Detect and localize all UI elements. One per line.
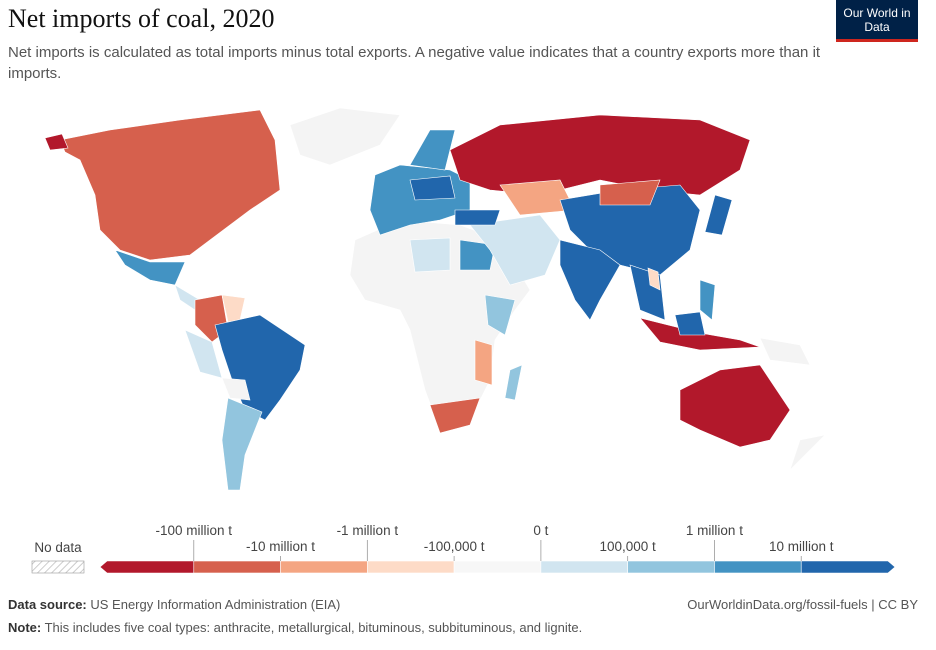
country [599, 179, 661, 206]
legend-swatch [540, 560, 628, 574]
logo[interactable]: Our World in Data [836, 0, 918, 42]
legend-swatch [627, 560, 715, 574]
country [459, 239, 496, 271]
country [44, 133, 69, 151]
country [469, 214, 561, 286]
country [409, 129, 456, 171]
country [504, 364, 523, 401]
note-text: This includes five coal types: anthracit… [44, 620, 583, 635]
url[interactable]: OurWorldinData.org/fossil-fuels | CC BY [687, 597, 918, 612]
source: Data source: US Energy Information Admin… [8, 597, 340, 612]
country [559, 239, 621, 321]
legend-tick-label: 100,000 t [600, 539, 657, 554]
countries [44, 107, 826, 491]
country [674, 311, 706, 336]
country [449, 114, 751, 196]
legend-swatch [800, 560, 896, 574]
source-text: US Energy Information Administration (EI… [90, 597, 341, 612]
legend-swatch [453, 560, 542, 574]
country [699, 279, 716, 321]
country [704, 194, 733, 236]
no-data-swatch [31, 560, 85, 574]
country [214, 314, 306, 421]
legend-swatch [367, 560, 455, 574]
legend-swatch [193, 560, 281, 574]
legend-tick-label: -10 million t [246, 539, 315, 554]
country [484, 294, 516, 336]
country [429, 397, 481, 434]
no-data-label: No data [34, 540, 82, 555]
note: Note: This includes five coal types: ant… [8, 620, 582, 635]
legend-tick-label: 0 t [533, 525, 548, 538]
country [679, 364, 791, 448]
legend-tick-label: -100 million t [156, 525, 233, 538]
country [474, 339, 493, 386]
legend-tick-label: 10 million t [769, 539, 834, 554]
note-label: Note: [8, 620, 42, 635]
country [289, 107, 401, 166]
legend-tick-label: -100,000 t [424, 539, 485, 554]
map [44, 107, 826, 491]
country [759, 337, 811, 366]
country [454, 209, 501, 226]
country [647, 267, 661, 291]
country [789, 434, 826, 471]
legend-swatch [280, 560, 368, 574]
country [409, 175, 456, 201]
legend-tick-label: 1 million t [686, 525, 743, 538]
subtitle: Net imports is calculated as total impor… [8, 44, 821, 82]
title: Net imports of coal, 2020 [8, 4, 275, 33]
legend-tick-label: -1 million t [337, 525, 399, 538]
country [221, 397, 263, 491]
source-label: Data source: [8, 597, 87, 612]
legend-swatch [714, 560, 802, 574]
country [59, 109, 281, 261]
country [221, 377, 251, 401]
legend: No data -100 million t -10 million t -1 mi… [31, 525, 896, 574]
legend-swatch [99, 560, 195, 574]
country [409, 237, 451, 273]
